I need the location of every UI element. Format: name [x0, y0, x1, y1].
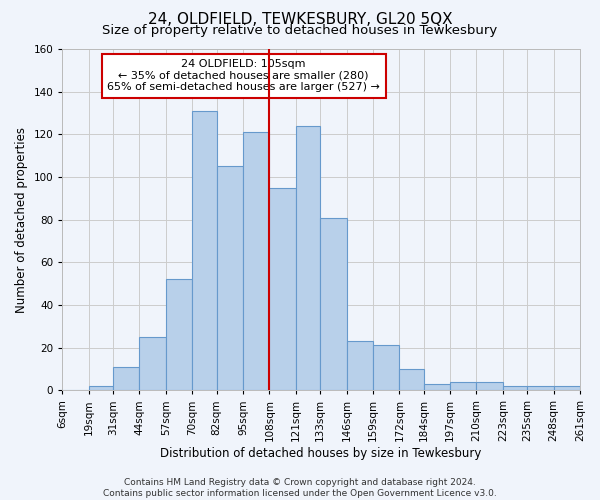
Text: 24, OLDFIELD, TEWKESBURY, GL20 5QX: 24, OLDFIELD, TEWKESBURY, GL20 5QX	[148, 12, 452, 26]
Bar	[166, 280, 192, 390]
Bar	[400, 369, 424, 390]
Bar	[320, 218, 347, 390]
Bar	[113, 367, 139, 390]
Bar	[503, 386, 527, 390]
Text: Contains HM Land Registry data © Crown copyright and database right 2024.
Contai: Contains HM Land Registry data © Crown c…	[103, 478, 497, 498]
Text: 24 OLDFIELD: 105sqm
← 35% of detached houses are smaller (280)
65% of semi-detac: 24 OLDFIELD: 105sqm ← 35% of detached ho…	[107, 59, 380, 92]
Y-axis label: Number of detached properties: Number of detached properties	[15, 126, 28, 312]
Bar	[347, 341, 373, 390]
Bar	[424, 384, 450, 390]
Bar	[527, 386, 554, 390]
Bar	[139, 337, 166, 390]
Bar	[243, 132, 269, 390]
Text: Size of property relative to detached houses in Tewkesbury: Size of property relative to detached ho…	[103, 24, 497, 37]
X-axis label: Distribution of detached houses by size in Tewkesbury: Distribution of detached houses by size …	[160, 447, 482, 460]
Bar	[269, 188, 296, 390]
Bar	[450, 382, 476, 390]
Bar	[554, 386, 580, 390]
Bar	[476, 382, 503, 390]
Bar	[217, 166, 243, 390]
Bar	[296, 126, 320, 390]
Bar	[192, 111, 217, 390]
Bar	[373, 346, 400, 391]
Bar	[89, 386, 113, 390]
